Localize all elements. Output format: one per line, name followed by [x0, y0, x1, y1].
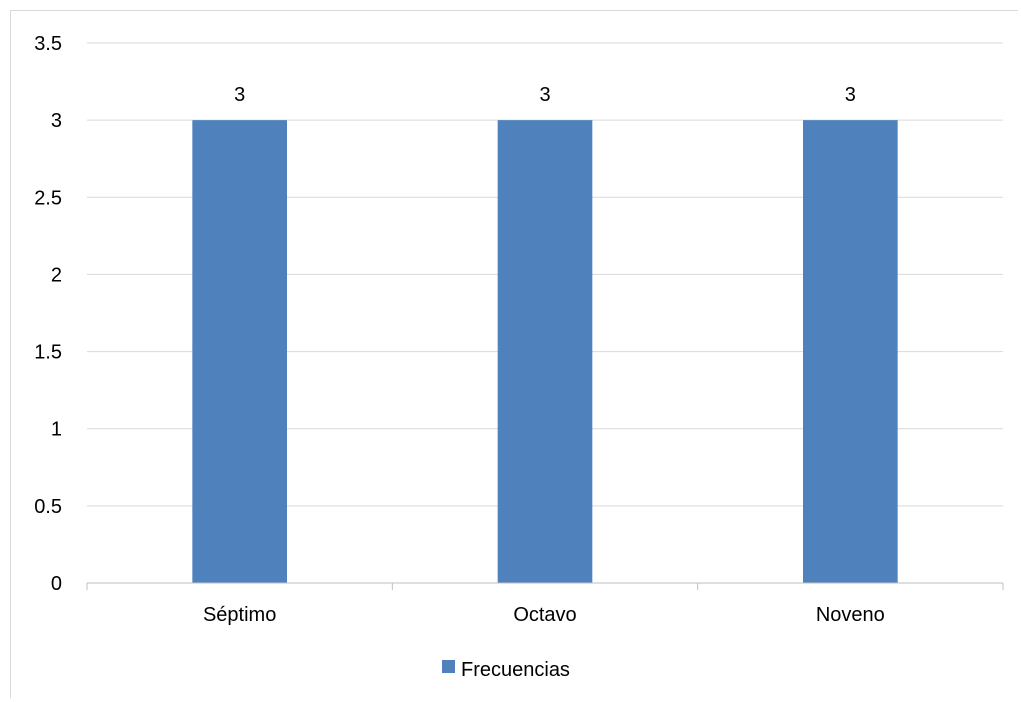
bar	[497, 120, 593, 584]
data-label: 3	[845, 84, 856, 106]
data-label: 3	[539, 84, 550, 106]
y-axis-ticks: 0 0.5 1 1.5 2 2.5 3 3.5	[34, 33, 62, 595]
y-tick-label: 2.5	[34, 187, 62, 209]
x-tick-label: Noveno	[816, 604, 885, 626]
y-tick-label: 1.5	[34, 342, 62, 364]
x-axis-labels: Séptimo Octavo Noveno	[203, 604, 885, 626]
y-tick-label: 3.5	[34, 33, 62, 55]
bar	[192, 120, 287, 584]
y-tick-label: 0.5	[34, 496, 62, 518]
legend-swatch	[442, 660, 455, 673]
legend: Frecuencias	[442, 659, 570, 681]
y-tick-label: 3	[51, 110, 62, 132]
x-tick-label: Octavo	[513, 604, 576, 626]
data-label: 3	[234, 84, 245, 106]
chart-frame	[10, 10, 1018, 698]
y-tick-label: 0	[51, 573, 62, 595]
y-tick-label: 1	[51, 419, 62, 441]
legend-label: Frecuencias	[461, 659, 570, 681]
bar	[803, 120, 898, 584]
y-tick-label: 2	[51, 264, 62, 286]
bars	[192, 120, 898, 584]
data-labels: 3 3 3	[234, 84, 856, 106]
x-tick-label: Séptimo	[203, 604, 276, 626]
x-axis	[86, 582, 1004, 590]
